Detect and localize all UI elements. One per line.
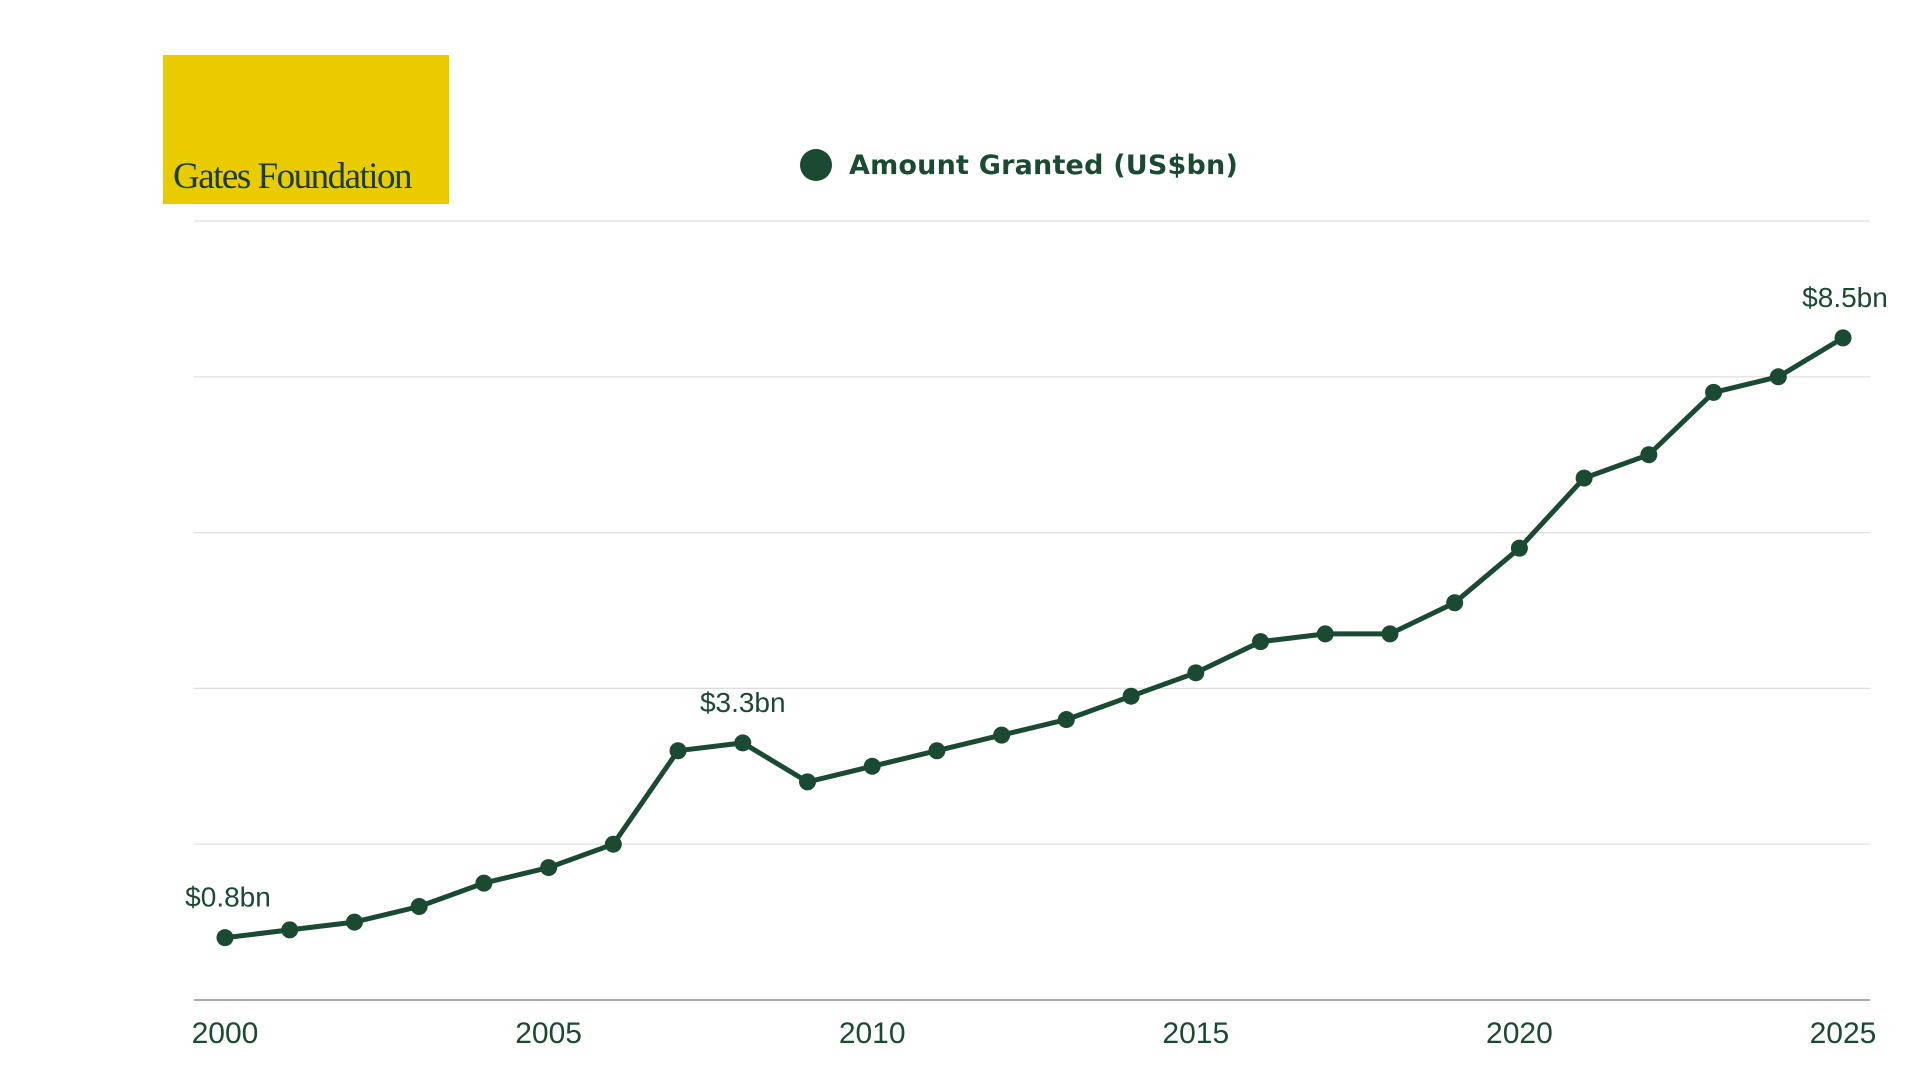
data-point: [410, 898, 428, 916]
x-tick-label: 2000: [192, 1017, 259, 1050]
data-point: [1834, 329, 1852, 347]
data-point: [863, 757, 881, 775]
series-line: [222, 335, 1846, 941]
data-point: [669, 742, 687, 760]
data-point: [1381, 625, 1399, 643]
data-point: [1510, 539, 1528, 557]
x-tick-label: 2005: [515, 1017, 582, 1050]
annotations: $0.8bn $3.3bn $8.5bn: [185, 282, 1888, 913]
data-point: [1575, 469, 1593, 487]
data-point: [216, 929, 234, 947]
chart-legend: Amount Granted (US$bn): [800, 148, 1238, 182]
data-label: $3.3bn: [700, 687, 786, 718]
logo-text: Gates Foundation: [173, 156, 413, 197]
data-point: [1705, 383, 1723, 401]
legend-marker-icon: [800, 149, 832, 181]
data-label: $8.5bn: [1802, 282, 1888, 313]
data-points: [216, 329, 1852, 947]
data-point: [345, 913, 363, 931]
x-tick-label: 2020: [1486, 1017, 1553, 1050]
data-point: [928, 742, 946, 760]
gates-foundation-logo: Gates Foundation: [163, 55, 449, 204]
data-point: [540, 859, 558, 877]
data-point: [734, 734, 752, 752]
data-point: [993, 726, 1011, 744]
data-point: [1187, 664, 1205, 682]
x-tick-label: 2010: [839, 1017, 906, 1050]
gridlines: [194, 220, 1870, 1001]
data-point: [1769, 368, 1787, 386]
data-point: [1316, 625, 1334, 643]
data-point: [1252, 633, 1270, 651]
data-point: [475, 874, 493, 892]
data-point: [1122, 687, 1140, 705]
x-axis-ticks: 2000 2005 2010 2015 2020 2025: [192, 1017, 1877, 1050]
data-label: $0.8bn: [185, 882, 271, 913]
series-lines: [222, 335, 1846, 941]
data-point: [1446, 594, 1464, 612]
data-point: [1057, 711, 1075, 729]
x-tick-label: 2025: [1810, 1017, 1877, 1050]
data-point: [604, 835, 622, 853]
legend-label: Amount Granted (US$bn): [849, 149, 1238, 181]
data-point: [798, 773, 816, 791]
x-tick-label: 2015: [1162, 1017, 1229, 1050]
data-point: [1640, 446, 1658, 464]
data-point: [281, 921, 299, 939]
